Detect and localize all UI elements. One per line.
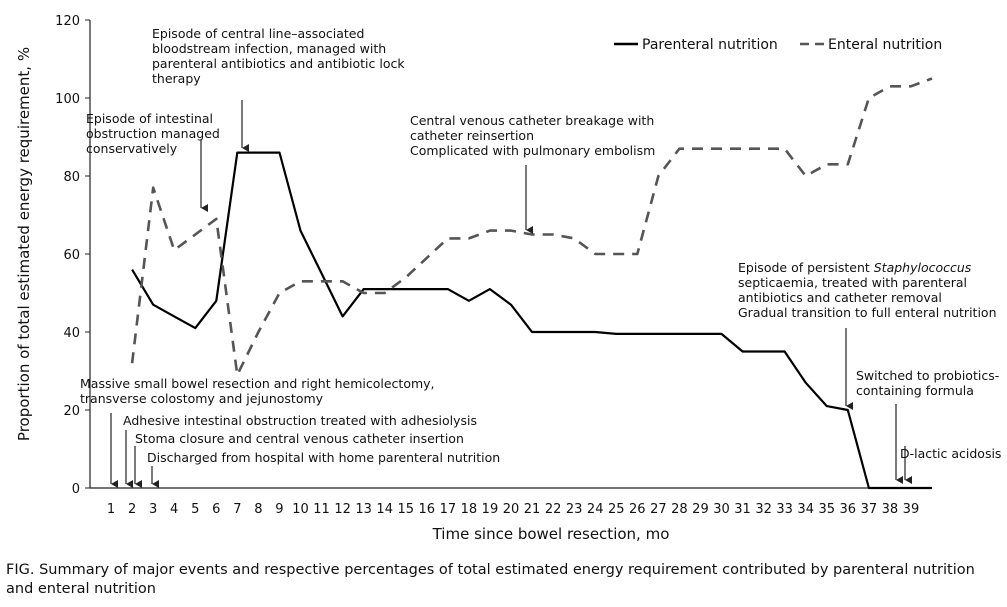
annotation: Adhesive intestinal obstruction treated … [123, 413, 477, 488]
y-tick-label: 80 [63, 170, 80, 185]
x-tick-label: 23 [566, 502, 583, 517]
y-tick-label: 0 [72, 482, 80, 497]
annotation: Stoma closure and central venous cathete… [134, 431, 464, 488]
legend-label: Enteral nutrition [828, 37, 942, 53]
x-tick-label: 1 [107, 502, 115, 517]
x-tick-label: 14 [376, 502, 393, 517]
x-tick-label: 6 [212, 502, 220, 517]
x-tick-label: 16 [419, 502, 436, 517]
annotation-text: D-lactic acidosis [900, 446, 1001, 461]
y-tick-label: 40 [63, 326, 80, 341]
annotation-text: Massive small bowel resection and right … [80, 376, 435, 406]
x-tick-label: 36 [840, 502, 857, 517]
x-axis-title: Time since bowel resection, mo [432, 525, 670, 543]
x-tick-label: 38 [882, 502, 899, 517]
x-tick-label: 18 [461, 502, 478, 517]
x-tick-label: 12 [334, 502, 351, 517]
x-tick-label: 10 [292, 502, 309, 517]
series-line-enteral [130, 77, 933, 377]
annotation-text: Discharged from hospital with home paren… [147, 450, 500, 465]
x-tick-label: 17 [440, 502, 457, 517]
x-tick-label: 29 [692, 502, 709, 517]
annotation: D-lactic acidosis [900, 446, 1001, 484]
x-tick-label: 15 [397, 502, 414, 517]
annotation: Episode of central line–associated bloods… [152, 26, 405, 152]
annotation-text: Episode of persistent Staphylococcus sept… [738, 260, 997, 320]
x-tick-label: 28 [671, 502, 688, 517]
x-tick-label: 21 [524, 502, 541, 517]
y-tick-label: 60 [63, 248, 80, 263]
annotation-text: Episode of intestinal obstruction managed… [86, 111, 220, 156]
x-tick-label: 20 [503, 502, 520, 517]
x-tick-label: 39 [903, 502, 920, 517]
x-tick-label: 5 [191, 502, 199, 517]
x-tick-label: 19 [482, 502, 499, 517]
x-tick-label: 9 [275, 502, 283, 517]
x-tick-label: 27 [650, 502, 667, 517]
annotation-text: Stoma closure and central venous cathete… [135, 431, 464, 446]
x-tick-label: 8 [254, 502, 262, 517]
figure-caption: FIG. Summary of major events and respect… [6, 562, 975, 597]
y-tick-label: 20 [63, 404, 80, 419]
x-tick-label: 25 [608, 502, 625, 517]
x-tick-label: 7 [233, 502, 241, 517]
annotation-text: Switched to probiotics-containing formul… [856, 368, 999, 398]
x-tick-label: 34 [797, 502, 814, 517]
annotation: Episode of persistent Staphylococcus sept… [738, 260, 997, 410]
x-tick-label: 11 [313, 502, 330, 517]
x-tick-label: 13 [355, 502, 372, 517]
legend-label: Parenteral nutrition [642, 37, 778, 53]
y-axis-title: Proportion of total estimated energy req… [15, 47, 33, 441]
annotation-text: Episode of central line–associated bloods… [152, 26, 405, 86]
x-tick-label: 31 [734, 502, 751, 517]
legend: Parenteral nutrition Enteral nutrition [614, 37, 942, 53]
annotation: Switched to probiotics-containing formul… [856, 368, 999, 484]
series-layer [130, 77, 933, 490]
annotation-text: Central venous catheter breakage with cat… [410, 113, 655, 158]
series-line-parenteral [131, 151, 932, 490]
x-tick-label: 30 [713, 502, 730, 517]
x-tick-label: 37 [861, 502, 878, 517]
y-tick-label: 100 [55, 92, 80, 107]
annotation-text: Adhesive intestinal obstruction treated … [123, 413, 477, 428]
x-tick-label: 4 [170, 502, 178, 517]
annotation: Massive small bowel resection and right … [80, 376, 435, 488]
x-tick-label: 3 [149, 502, 157, 517]
x-tick-label: 33 [776, 502, 793, 517]
annotation: Episode of intestinal obstruction managed… [86, 111, 220, 212]
x-tick-label: 35 [818, 502, 835, 517]
y-tick-label: 120 [55, 14, 80, 29]
annotation-layer: Episode of central line–associated bloods… [80, 26, 1001, 488]
x-tick-label: 2 [128, 502, 136, 517]
annotation: Central venous catheter breakage with cat… [410, 113, 655, 234]
x-tick-label: 22 [545, 502, 562, 517]
x-tick-label: 32 [755, 502, 772, 517]
annotation: Discharged from hospital with home paren… [147, 450, 500, 488]
x-tick-label: 24 [587, 502, 604, 517]
x-tick-label: 26 [629, 502, 646, 517]
